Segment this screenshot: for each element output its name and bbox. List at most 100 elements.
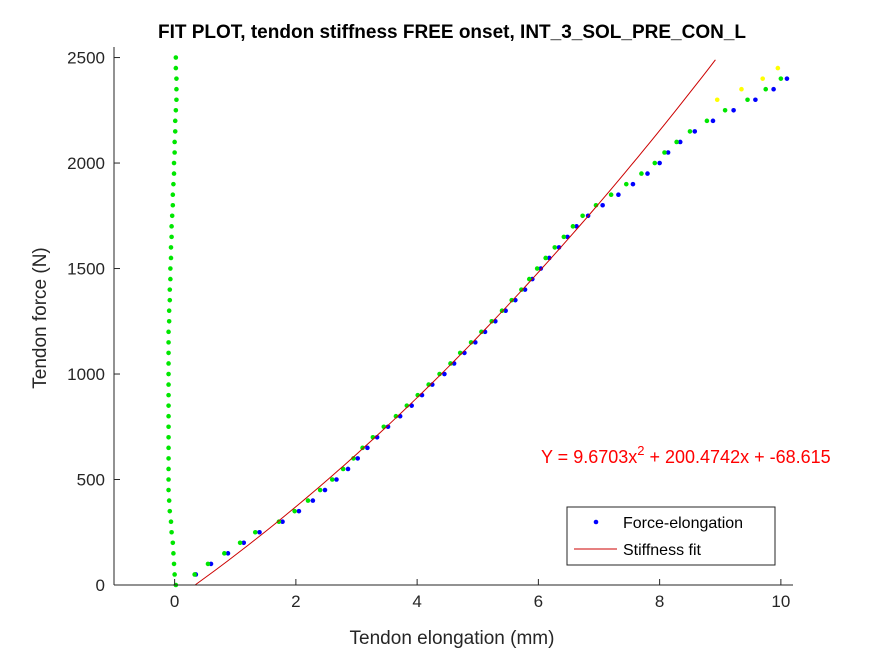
data-point-series-3 bbox=[167, 508, 173, 514]
data-point-series-3 bbox=[171, 561, 177, 567]
data-point-series-0 bbox=[322, 487, 328, 493]
data-point-series-1 bbox=[778, 76, 784, 81]
data-point-series-3 bbox=[168, 255, 174, 261]
data-point-series-1 bbox=[276, 519, 282, 525]
data-point-series-3 bbox=[174, 97, 179, 103]
data-point-series-0 bbox=[355, 456, 361, 461]
data-point-series-2 bbox=[739, 86, 744, 92]
data-point-series-3 bbox=[166, 445, 171, 451]
stiffness-fit-line bbox=[194, 59, 716, 586]
data-point-series-3 bbox=[174, 76, 179, 81]
data-point-series-3 bbox=[166, 329, 171, 335]
data-point-series-3 bbox=[171, 160, 177, 166]
x-tick-label: 10 bbox=[771, 592, 790, 611]
data-point-series-1 bbox=[192, 572, 197, 577]
data-point-series-0 bbox=[692, 129, 698, 134]
data-point-series-3 bbox=[169, 224, 174, 229]
data-point-series-1 bbox=[519, 287, 524, 292]
y-tick-label: 1000 bbox=[67, 365, 105, 384]
x-tick-label: 0 bbox=[170, 592, 179, 611]
data-point-series-1 bbox=[489, 318, 494, 324]
data-point-series-1 bbox=[580, 213, 585, 219]
x-tick-label: 8 bbox=[655, 592, 664, 611]
data-point-series-3 bbox=[166, 403, 171, 408]
data-point-series-3 bbox=[166, 318, 172, 324]
data-point-series-3 bbox=[170, 540, 176, 546]
data-point-series-1 bbox=[468, 340, 474, 345]
data-point-series-1 bbox=[329, 477, 335, 482]
data-point-series-1 bbox=[534, 266, 540, 271]
data-point-series-1 bbox=[674, 139, 679, 145]
data-point-series-0 bbox=[710, 118, 716, 124]
legend-marker-force-elongation bbox=[593, 519, 599, 525]
y-tick-label: 500 bbox=[77, 471, 105, 490]
x-tick-label: 2 bbox=[291, 592, 300, 611]
data-point-series-0 bbox=[600, 202, 605, 208]
data-point-series-3 bbox=[172, 129, 178, 134]
data-point-series-0 bbox=[365, 445, 370, 451]
y-tick-label: 0 bbox=[96, 576, 105, 595]
data-point-series-1 bbox=[205, 561, 211, 567]
data-point-series-0 bbox=[334, 477, 339, 482]
data-point-series-3 bbox=[173, 65, 179, 71]
data-point-series-1 bbox=[292, 508, 297, 514]
y-tick-label: 1500 bbox=[67, 260, 105, 279]
data-point-series-1 bbox=[763, 86, 769, 92]
y-axis-label: Tendon force (N) bbox=[30, 247, 51, 389]
x-tick-label: 6 bbox=[534, 592, 543, 611]
data-point-series-0 bbox=[665, 150, 671, 155]
data-point-series-3 bbox=[166, 350, 171, 356]
data-point-series-3 bbox=[166, 308, 172, 314]
data-point-series-1 bbox=[509, 297, 514, 303]
data-point-series-3 bbox=[168, 276, 173, 282]
y-tick-label: 2000 bbox=[67, 154, 105, 173]
x-ticks: 0 2 4 6 8 10 bbox=[170, 579, 790, 611]
data-point-series-1 bbox=[662, 150, 667, 155]
data-point-series-3 bbox=[166, 371, 171, 377]
data-point-series-1 bbox=[722, 107, 728, 113]
x-axis-label: Tendon elongation (mm) bbox=[350, 628, 555, 649]
x-tick-label: 4 bbox=[412, 592, 421, 611]
data-point-series-3 bbox=[166, 424, 171, 430]
data-point-series-1 bbox=[448, 361, 453, 366]
data-point-series-0 bbox=[385, 424, 391, 430]
data-point-series-0 bbox=[225, 551, 231, 556]
data-point-series-1 bbox=[704, 118, 710, 124]
data-point-series-3 bbox=[167, 297, 173, 303]
data-point-series-1 bbox=[317, 487, 323, 493]
data-point-series-0 bbox=[784, 76, 790, 81]
data-point-series-3 bbox=[166, 498, 172, 503]
data-point-series-2 bbox=[714, 97, 720, 103]
data-point-series-0 bbox=[442, 371, 447, 377]
data-point-series-1 bbox=[360, 445, 365, 451]
data-point-series-0 bbox=[645, 171, 650, 176]
data-point-series-3 bbox=[166, 340, 171, 345]
data-point-series-1 bbox=[351, 456, 356, 461]
data-point-series-1 bbox=[687, 129, 693, 134]
legend: Force-elongation Stiffness fit bbox=[566, 506, 776, 566]
data-point-series-3 bbox=[166, 456, 171, 461]
data-point-series-0 bbox=[280, 519, 285, 525]
data-point-series-1 bbox=[543, 255, 548, 261]
data-point-series-1 bbox=[499, 308, 505, 314]
data-point-series-0 bbox=[296, 508, 302, 514]
data-point-series-1 bbox=[570, 224, 576, 229]
axes-background bbox=[114, 47, 793, 585]
data-point-series-1 bbox=[639, 171, 644, 176]
data-point-series-0 bbox=[345, 466, 351, 472]
data-point-series-3 bbox=[171, 551, 176, 556]
data-point-series-3 bbox=[168, 266, 173, 271]
legend-label-stiffness-fit: Stiffness fit bbox=[623, 542, 702, 559]
plot-area: 0 2 4 6 8 10 0 500 1000 1500 2000 2500 bbox=[67, 47, 793, 611]
data-point-series-3 bbox=[171, 171, 177, 176]
data-point-series-3 bbox=[172, 139, 177, 145]
data-point-series-3 bbox=[169, 529, 174, 535]
data-point-series-0 bbox=[257, 529, 262, 535]
fit-layer bbox=[194, 59, 716, 586]
data-point-series-0 bbox=[771, 86, 776, 92]
data-point-series-2 bbox=[775, 65, 781, 71]
data-point-series-3 bbox=[166, 487, 171, 493]
data-point-series-3 bbox=[170, 192, 176, 197]
data-point-series-1 bbox=[237, 540, 243, 546]
